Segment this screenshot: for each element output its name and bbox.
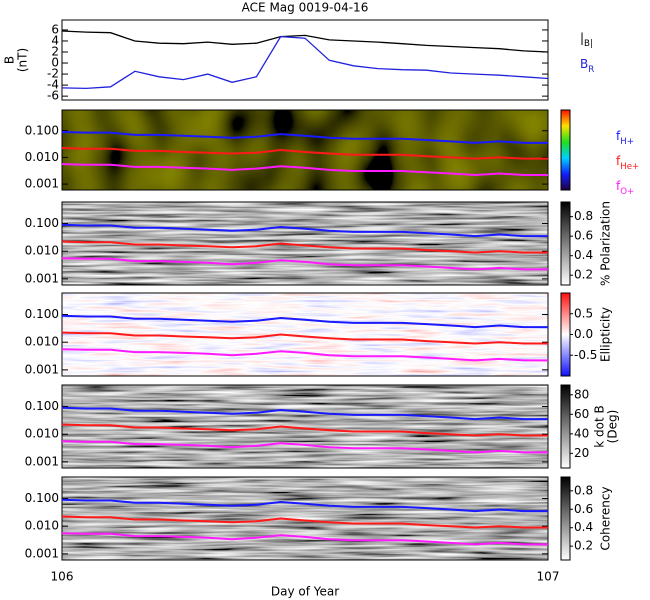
colorbar-tick-label: 20 [574, 446, 589, 460]
colorbar-label: % Polarization [599, 201, 613, 286]
legend-entry: BR [580, 57, 594, 75]
y-tick-label: 0.010 [25, 244, 59, 258]
y-tick-label: -4 [47, 78, 59, 92]
colorbar [560, 292, 571, 377]
y-tick-label: 4 [51, 33, 59, 47]
plot-frame [61, 109, 549, 191]
y-tick-label: 6 [51, 22, 59, 36]
colorbar-label: (Deg) [606, 410, 620, 444]
colorbar-tick-label: 0.6 [574, 229, 593, 243]
x-tick-label: 107 [537, 570, 560, 584]
series-line [61, 314, 548, 329]
colorbar-tick-label: 0.2 [574, 268, 593, 282]
y-tick-label: 0.100 [25, 307, 59, 321]
legend-entry: fHe+ [616, 154, 639, 172]
series-line [61, 35, 549, 90]
y-tick-label: 0.001 [25, 546, 59, 560]
colorbar [560, 384, 571, 469]
colorbar-tick-label: 60 [574, 407, 589, 421]
colorbar [560, 476, 571, 561]
y-tick-label: 0.010 [25, 427, 59, 441]
series-line [61, 163, 548, 177]
colorbar-label: Coherency [599, 486, 613, 550]
plot-frame [61, 292, 549, 377]
series-line [61, 440, 548, 454]
y-axis-label: (nT) [16, 48, 30, 72]
colorbar [560, 109, 571, 191]
colorbar [560, 201, 571, 286]
plot-frame [61, 476, 549, 561]
series-line [61, 331, 548, 345]
y-tick-label: 0.001 [25, 454, 59, 468]
colorbar-tick-label: -0.5 [574, 348, 597, 362]
series-line [61, 240, 548, 254]
y-tick-label: 0.100 [25, 399, 59, 413]
plot-frame [61, 384, 549, 469]
colorbar-tick-label: 40 [574, 426, 589, 440]
y-tick-label: 0.100 [25, 123, 59, 137]
colorbar-tick-label: 0.8 [574, 483, 593, 497]
y-tick-label: 0.001 [25, 271, 59, 285]
series-line [61, 147, 548, 160]
y-tick-label: 0.001 [25, 177, 59, 191]
y-tick-label: 2 [51, 45, 59, 59]
series-line [61, 532, 548, 546]
y-tick-label: -6 [47, 89, 59, 103]
colorbar-tick-label: 80 [574, 387, 589, 401]
legend-entry: fO+ [616, 179, 634, 197]
chart-title: ACE Mag 0019-04-16 [242, 1, 369, 15]
colorbar-label: k dot B [593, 405, 607, 447]
y-tick-label: 0.100 [25, 216, 59, 230]
colorbar-tick-label: 0.4 [574, 248, 593, 262]
series-line [61, 223, 548, 238]
x-axis-label: Day of Year [271, 585, 339, 599]
colorbar-tick-label: 0.6 [574, 502, 593, 516]
series-line [61, 423, 548, 437]
y-tick-label: 0.010 [25, 519, 59, 533]
colorbar-tick-label: 0.2 [574, 539, 593, 553]
series-line [61, 515, 548, 529]
legend-entry: |B| [580, 31, 593, 49]
series-line [61, 406, 548, 421]
series-line [61, 257, 548, 271]
colorbar-tick-label: 0.8 [574, 209, 593, 223]
y-axis-label: B [3, 56, 17, 64]
x-tick-label: 106 [51, 570, 74, 584]
y-tick-label: 0.010 [25, 335, 59, 349]
colorbar-label: Ellipticity [599, 307, 613, 362]
series-line [61, 498, 548, 513]
series-line [61, 30, 549, 53]
series-line [61, 348, 548, 362]
colorbar-tick-label: 0.5 [574, 306, 593, 320]
y-tick-label: 0.100 [25, 491, 59, 505]
legend-entry: fH+ [616, 129, 634, 147]
y-tick-label: 0.010 [25, 150, 59, 164]
colorbar-tick-label: 0.4 [574, 520, 593, 534]
y-tick-label: 0 [51, 56, 59, 70]
plot-frame [61, 19, 549, 101]
series-line [61, 131, 548, 144]
plot-frame [61, 201, 549, 286]
colorbar-tick-label: 0.0 [574, 327, 593, 341]
y-tick-label: -2 [47, 67, 59, 81]
y-tick-label: 0.001 [25, 362, 59, 376]
